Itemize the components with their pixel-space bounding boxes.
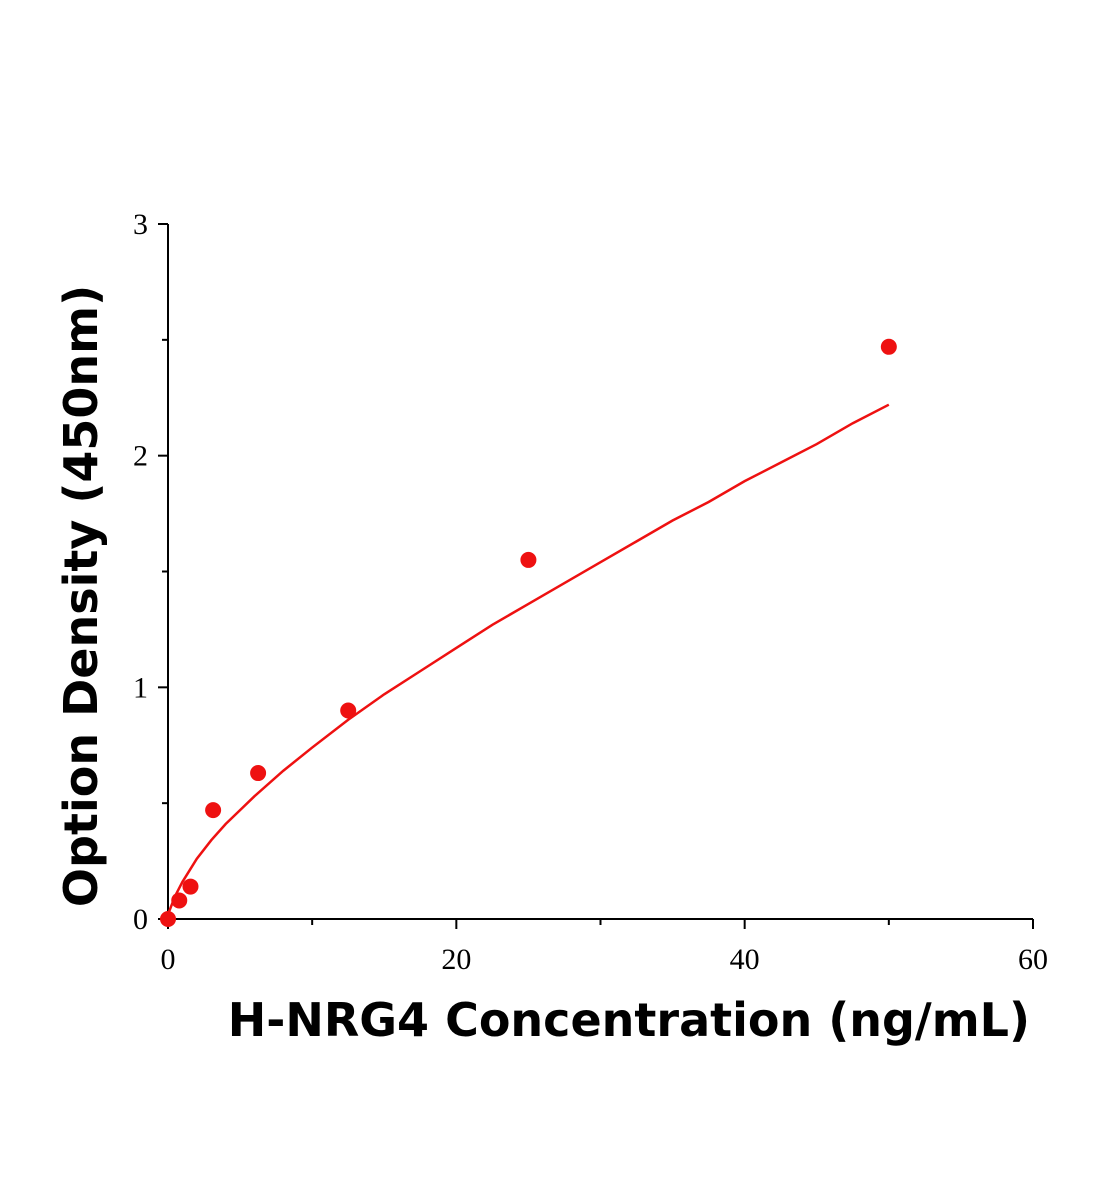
x-tick-label: 20	[441, 943, 471, 976]
data-point	[171, 892, 188, 909]
data-point	[250, 765, 267, 782]
data-point	[340, 702, 357, 719]
data-point	[182, 878, 199, 895]
data-point	[520, 551, 537, 568]
axis-ticks	[158, 223, 1034, 929]
y-tick-label: 2	[133, 440, 148, 473]
data-points	[160, 338, 897, 927]
fit-curve-line	[166, 403, 890, 915]
data-point	[880, 338, 897, 355]
y-tick-label: 3	[133, 208, 148, 241]
y-tick-label: 1	[133, 671, 148, 704]
data-point	[160, 911, 176, 927]
x-tick-label: 60	[1018, 943, 1048, 976]
fit-curve-group	[166, 403, 890, 915]
axis-tick-labels: 0 20 40 60 0 1 2 3	[133, 208, 1048, 976]
x-axis-title: H-NRG4 Concentration (ng/mL)	[228, 993, 1030, 1047]
y-tick-label: 0	[133, 903, 148, 936]
x-tick-label: 0	[161, 943, 176, 976]
data-point	[205, 802, 222, 819]
x-tick-label: 40	[730, 943, 760, 976]
y-axis-title: Option Density (450nm)	[54, 285, 108, 907]
